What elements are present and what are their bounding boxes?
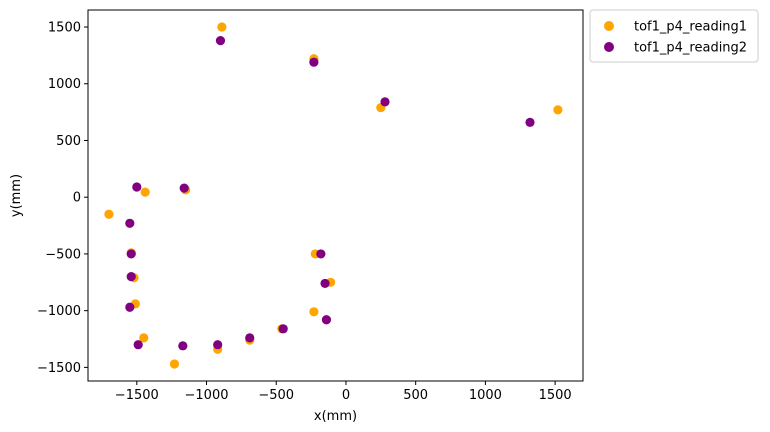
y-tick-label: −1500 — [37, 361, 81, 376]
data-point-reading2 — [132, 182, 142, 192]
data-point-reading2 — [245, 333, 255, 343]
data-point-reading1 — [104, 209, 114, 219]
legend-marker-reading2 — [604, 42, 614, 52]
legend-label-reading2: tof1_p4_reading2 — [634, 41, 747, 56]
x-tick-label: 1500 — [539, 388, 572, 403]
y-tick-label: −1000 — [37, 304, 81, 319]
data-point-reading2 — [320, 278, 330, 289]
y-tick-label: 1000 — [48, 77, 81, 92]
y-tick-label: 0 — [73, 191, 81, 206]
data-point-reading2 — [215, 36, 226, 46]
data-point-reading1 — [139, 333, 149, 343]
data-point-reading2 — [380, 97, 390, 107]
data-point-reading2 — [178, 341, 188, 351]
y-axis-label: y(mm) — [9, 174, 24, 217]
data-point-reading2 — [321, 315, 332, 325]
plot-area — [104, 22, 563, 369]
data-point-reading2 — [125, 218, 135, 228]
data-point-reading2 — [179, 183, 189, 193]
data-point-reading1 — [169, 359, 180, 369]
x-tick-label: −1000 — [185, 388, 229, 403]
x-tick-label: −500 — [258, 388, 294, 403]
data-point-reading2 — [278, 324, 288, 334]
x-tick-label: −1500 — [115, 388, 159, 403]
y-tick-label: 1500 — [48, 21, 81, 36]
data-point-reading2 — [309, 57, 319, 67]
data-point-reading1 — [309, 307, 319, 317]
data-point-reading2 — [126, 272, 136, 282]
x-tick-label: 0 — [342, 388, 350, 403]
data-point-reading2 — [213, 340, 223, 350]
data-point-reading2 — [133, 340, 143, 350]
legend: tof1_p4_reading1 tof1_p4_reading2 — [589, 9, 759, 63]
legend-box — [589, 9, 759, 63]
y-tick-label: −500 — [45, 247, 81, 262]
x-tick-label: 500 — [403, 388, 428, 403]
data-point-reading2 — [316, 249, 326, 259]
data-point-reading1 — [140, 187, 150, 197]
data-point-reading1 — [553, 105, 563, 115]
x-axis-label: x(mm) — [314, 409, 357, 424]
legend-marker-reading1 — [604, 21, 614, 31]
data-point-reading2 — [125, 302, 135, 312]
data-point-reading2 — [525, 117, 535, 127]
x-axis: −1500 −1000 −500 0 500 1000 1500 — [115, 381, 572, 403]
x-tick-label: 1000 — [469, 388, 502, 403]
y-tick-label: 500 — [56, 134, 81, 149]
data-point-reading2 — [126, 249, 136, 259]
legend-label-reading1: tof1_p4_reading1 — [634, 20, 747, 35]
y-axis: −1500 −1000 −500 0 500 1000 1500 — [37, 21, 88, 376]
plot-frame — [87, 9, 584, 382]
data-point-reading1 — [217, 22, 227, 32]
